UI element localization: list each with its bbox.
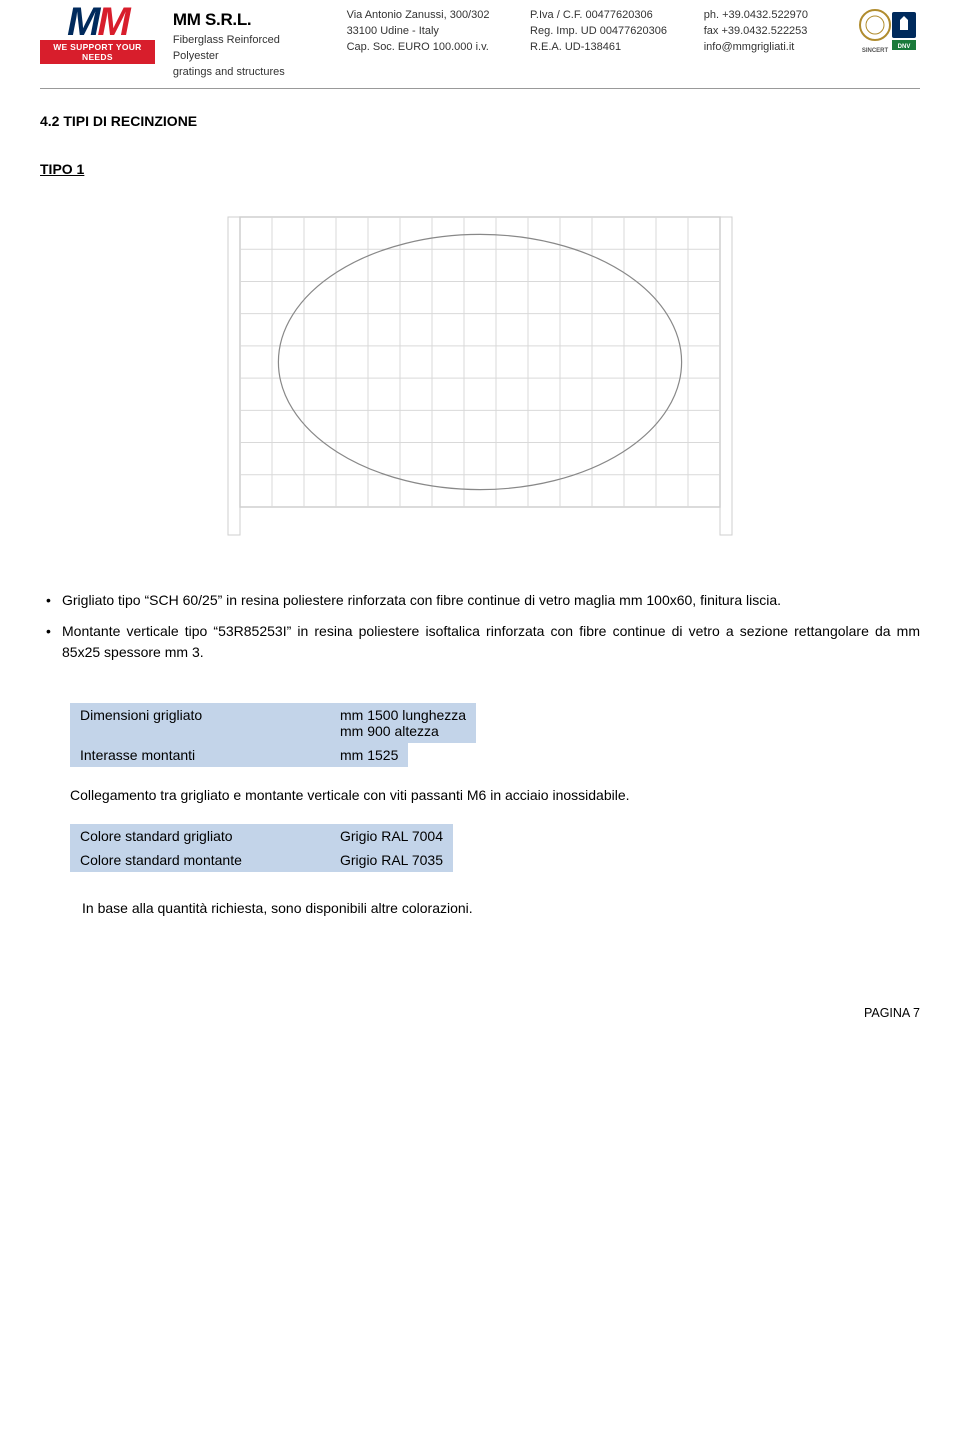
bullet-item: Montante verticale tipo “53R85253I” in r… bbox=[40, 621, 920, 663]
header-col-company: MM S.R.L. Fiberglass Reinforced Polyeste… bbox=[173, 6, 329, 80]
company-logo: MM WE SUPPORT YOUR NEEDS bbox=[40, 6, 155, 64]
company-desc-2: gratings and structures bbox=[173, 65, 329, 81]
email-line: info@mmgrigliati.it bbox=[704, 40, 840, 56]
spec-label: Interasse montanti bbox=[70, 743, 330, 767]
svg-text:DNV: DNV bbox=[898, 44, 911, 50]
header-col-contact: ph. +39.0432.522970 fax +39.0432.522253 … bbox=[704, 6, 840, 56]
spec-label: Colore standard grigliato bbox=[70, 824, 330, 848]
section-title: 4.2 TIPI DI RECINZIONE bbox=[40, 113, 920, 129]
phone-line: ph. +39.0432.522970 bbox=[704, 8, 840, 24]
company-name: MM S.R.L. bbox=[173, 8, 329, 33]
spec-row: Colore standard montanteGrigio RAL 7035 bbox=[70, 848, 920, 872]
spec-row: Dimensioni grigliatomm 1500 lunghezza mm… bbox=[70, 703, 920, 743]
spec-value: mm 1525 bbox=[330, 743, 408, 767]
spec-label: Dimensioni grigliato bbox=[70, 703, 330, 743]
spec-value: mm 1500 lunghezza mm 900 altezza bbox=[330, 703, 476, 743]
spec-bullets: Grigliato tipo “SCH 60/25” in resina pol… bbox=[40, 590, 920, 663]
fax-line: fax +39.0432.522253 bbox=[704, 24, 840, 40]
address-line: Cap. Soc. EURO 100.000 i.v. bbox=[347, 40, 512, 56]
svg-text:SINCERT: SINCERT bbox=[862, 48, 889, 54]
footer-note: In base alla quantità richiesta, sono di… bbox=[40, 900, 920, 916]
company-desc-1: Fiberglass Reinforced Polyester bbox=[173, 33, 329, 65]
header-col-address: Via Antonio Zanussi, 300/302 33100 Udine… bbox=[347, 6, 512, 56]
spec-value: Grigio RAL 7035 bbox=[330, 848, 453, 872]
vat-line: P.Iva / C.F. 00477620306 bbox=[530, 8, 686, 24]
spec-table-dimensions: Dimensioni grigliatomm 1500 lunghezza mm… bbox=[40, 703, 920, 872]
spec-label: Colore standard montante bbox=[70, 848, 330, 872]
spec-row: Interasse montantimm 1525 bbox=[70, 743, 920, 767]
vat-line: R.E.A. UD-138461 bbox=[530, 40, 686, 56]
logo-banner: WE SUPPORT YOUR NEEDS bbox=[40, 40, 155, 64]
fence-diagram bbox=[40, 207, 920, 540]
letterhead: MM WE SUPPORT YOUR NEEDS MM S.R.L. Fiber… bbox=[40, 0, 920, 89]
address-line: Via Antonio Zanussi, 300/302 bbox=[347, 8, 512, 24]
spec-row: Colore standard grigliatoGrigio RAL 7004 bbox=[70, 824, 920, 848]
spec-value: Grigio RAL 7004 bbox=[330, 824, 453, 848]
certification-badge-icon: DNV SINCERT bbox=[858, 6, 920, 56]
bullet-item: Grigliato tipo “SCH 60/25” in resina pol… bbox=[40, 590, 920, 611]
header-col-vat: P.Iva / C.F. 00477620306 Reg. Imp. UD 00… bbox=[530, 6, 686, 56]
vat-line: Reg. Imp. UD 00477620306 bbox=[530, 24, 686, 40]
spec-note: Collegamento tra grigliato e montante ve… bbox=[70, 785, 920, 806]
address-line: 33100 Udine - Italy bbox=[347, 24, 512, 40]
variant-label: TIPO 1 bbox=[40, 161, 920, 177]
page-number: PAGINA 7 bbox=[40, 1006, 920, 1020]
